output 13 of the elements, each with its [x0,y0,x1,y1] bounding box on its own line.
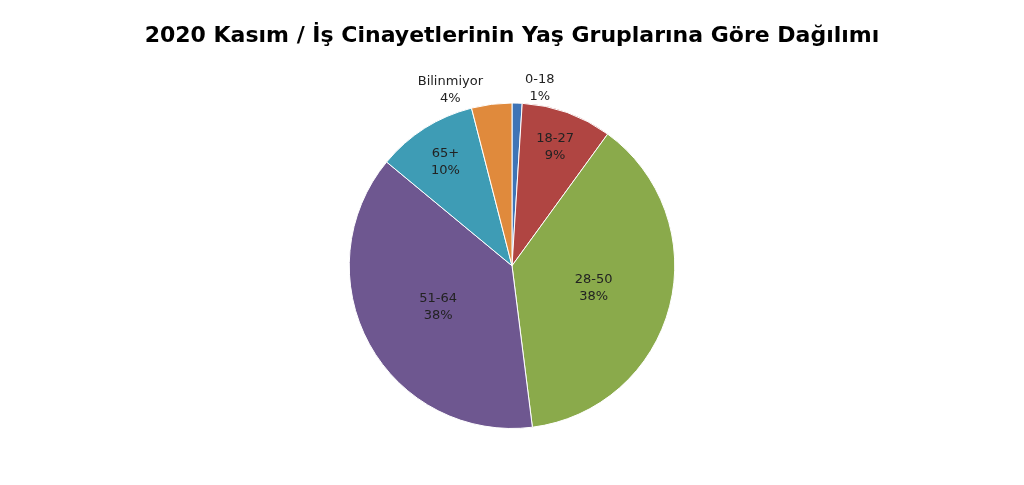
slice-label: 51-64 [419,290,457,306]
slice-label: 0-18 [525,71,555,87]
data-label: 38% [423,307,453,323]
slice-label: 18-27 [536,130,574,146]
slice-label: 65+ [431,144,460,160]
data-label: 1% [529,88,551,104]
chart-title: 2020 Kasım / İş Cinayetlerinin Yaş Gruplarına Göre Dağılımı [144,21,880,47]
data-label: 4% [440,89,461,105]
data-label: 38% [579,287,609,303]
slice-label: 28-50 [574,270,613,286]
data-label: 9% [544,146,566,162]
slice-label: Bilinmiyor [417,72,484,88]
data-label: 10% [430,161,460,177]
